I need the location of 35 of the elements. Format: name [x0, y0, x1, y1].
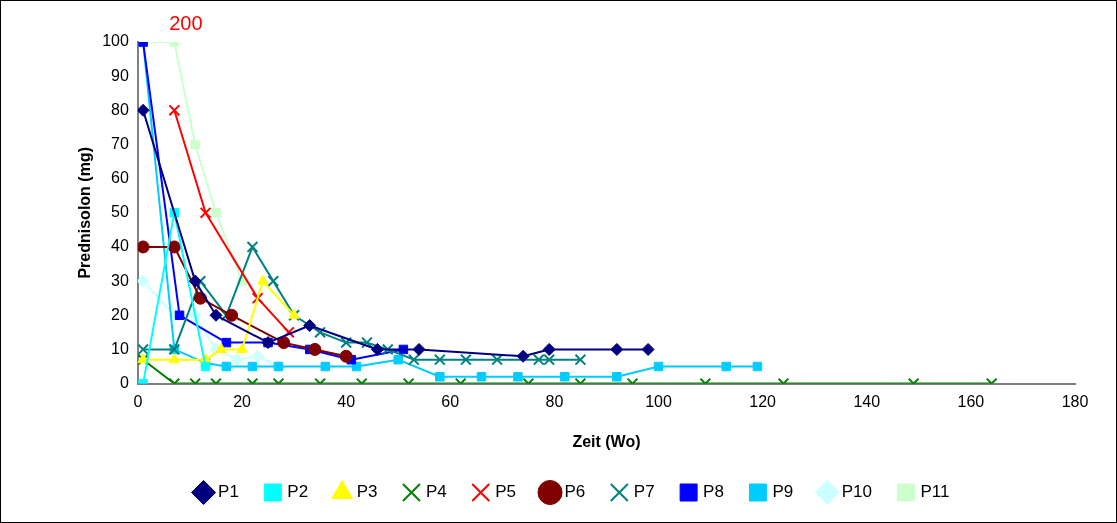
y-tick-label: 10 [111, 339, 129, 357]
y-tick-label: 40 [111, 237, 129, 255]
x-tick-label: 100 [645, 392, 672, 410]
y-tick-label: 20 [111, 305, 129, 323]
x-tick-label: 0 [133, 392, 143, 410]
y-tick-label: 90 [111, 66, 129, 84]
x-tick-label: 20 [233, 392, 252, 410]
y-tick-label: 100 [102, 32, 129, 50]
y-axis-title: Prednisolon (mg) [76, 147, 94, 279]
legend-label: P2 [287, 482, 309, 502]
legend-label: P7 [633, 482, 655, 502]
x-tick-label: 60 [441, 392, 460, 410]
legend-label: P10 [841, 482, 872, 502]
y-tick-label: 50 [111, 203, 129, 221]
y-tick-label: 30 [111, 271, 129, 289]
legend-label: P6 [564, 482, 586, 502]
y-tick-label: 80 [111, 100, 129, 118]
y-tick-label: 0 [119, 374, 129, 392]
text: 200 [169, 11, 203, 34]
legend-label: P9 [772, 482, 794, 502]
x-tick-label: 120 [749, 392, 777, 410]
legend-label: P3 [356, 482, 378, 502]
legend-label: P8 [703, 482, 724, 502]
x-tick-label: 140 [853, 392, 881, 410]
x-tick-label: 160 [957, 392, 985, 410]
legend-label: P5 [495, 482, 517, 502]
y-tick-label: 60 [111, 169, 129, 187]
legend-label: P4 [425, 482, 447, 502]
legend-label: P11 [920, 482, 950, 502]
x-tick-label: 80 [545, 392, 564, 410]
x-tick-label: 40 [337, 392, 356, 410]
legend-label: P1 [218, 482, 239, 502]
x-tick-label: 180 [1061, 392, 1089, 410]
y-tick-label: 70 [111, 134, 129, 152]
x-axis-title: Zeit (Wo) [572, 432, 641, 450]
